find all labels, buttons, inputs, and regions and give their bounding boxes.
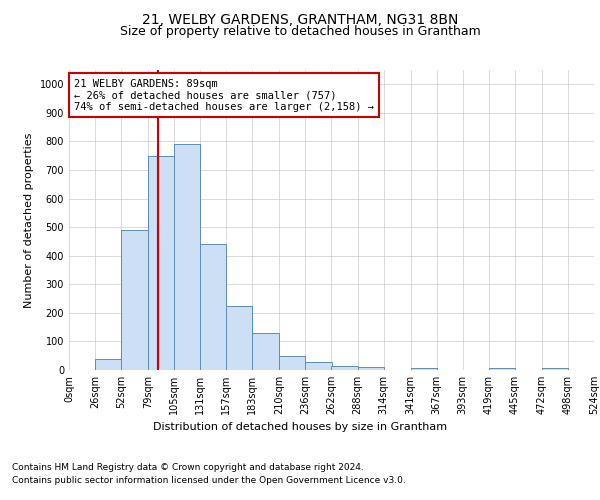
- Bar: [148, 156, 174, 370]
- Text: 21, WELBY GARDENS, GRANTHAM, NG31 8BN: 21, WELBY GARDENS, GRANTHAM, NG31 8BN: [142, 12, 458, 26]
- Text: Contains public sector information licensed under the Open Government Licence v3: Contains public sector information licen…: [12, 476, 406, 485]
- Bar: [200, 244, 226, 370]
- Text: 21 WELBY GARDENS: 89sqm
← 26% of detached houses are smaller (757)
74% of semi-d: 21 WELBY GARDENS: 89sqm ← 26% of detache…: [74, 78, 374, 112]
- Text: Size of property relative to detached houses in Grantham: Size of property relative to detached ho…: [119, 25, 481, 38]
- Bar: [174, 144, 200, 370]
- Bar: [121, 230, 148, 370]
- Bar: [331, 366, 358, 370]
- Bar: [280, 356, 305, 370]
- Bar: [489, 368, 515, 370]
- Text: Contains HM Land Registry data © Crown copyright and database right 2024.: Contains HM Land Registry data © Crown c…: [12, 462, 364, 471]
- Bar: [542, 368, 568, 370]
- Bar: [358, 367, 383, 370]
- Bar: [95, 358, 121, 370]
- Bar: [226, 306, 253, 370]
- Y-axis label: Number of detached properties: Number of detached properties: [24, 132, 34, 308]
- Bar: [305, 362, 331, 370]
- Bar: [410, 368, 437, 370]
- Text: Distribution of detached houses by size in Grantham: Distribution of detached houses by size …: [153, 422, 447, 432]
- Bar: [253, 334, 280, 370]
